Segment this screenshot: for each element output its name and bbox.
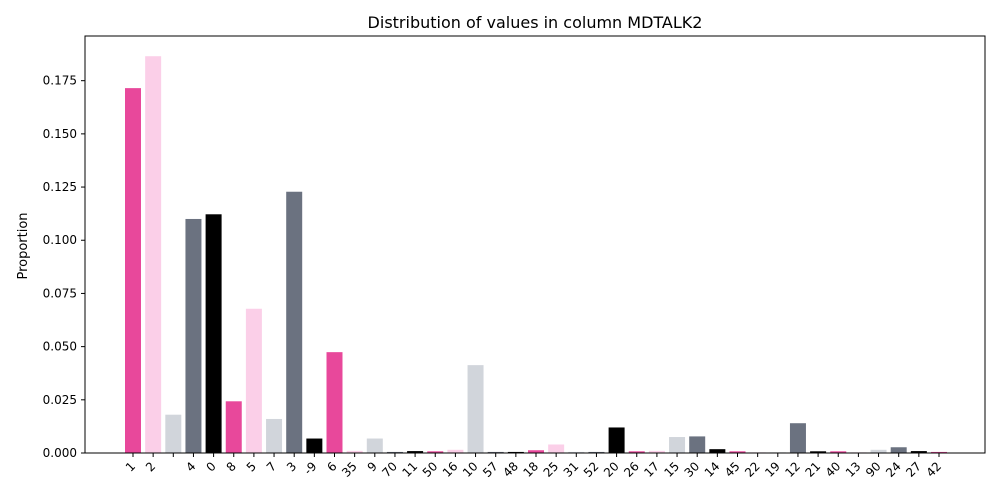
bar [185,218,202,453]
bar [910,451,927,453]
x-tick-label: 26 [621,459,642,480]
bar [266,418,283,453]
x-tick-label: 24 [883,459,904,480]
x-tick-label: 45 [722,459,743,480]
x-ticks-group: 1 2 4 0 8 5 7 3 -9 6 35 9 70 11 50 16 10 57 48 18 25 31 52 20 26… [123,453,944,480]
x-tick-label: 4 [183,459,198,474]
y-tick-label: 0.050 [43,340,77,354]
bar [366,438,383,453]
bar [225,401,242,453]
x-tick-label: 5 [244,459,259,474]
x-tick-label: 90 [863,459,884,480]
bar [145,56,162,454]
bar [165,414,182,453]
x-tick-label: 48 [500,459,521,480]
x-tick-label: 11 [400,459,421,480]
bar [548,444,565,453]
bar [931,451,947,453]
x-tick-label: 25 [541,459,562,480]
chart-title: Distribution of values in column MDTALK2 [368,13,703,32]
x-tick-label: 10 [460,459,481,480]
y-ticks-group: 0.000 0.025 0.050 0.075 0.100 0.125 0.150 0.175 [43,74,85,460]
x-tick-label: 21 [803,459,824,480]
x-tick-label: 30 [682,459,703,480]
bar [245,308,262,453]
bar [487,451,504,453]
x-tick-label: 16 [440,459,461,480]
x-tick-label: -9 [301,459,319,477]
bar [810,451,827,453]
bar [789,423,806,453]
bar [507,451,524,453]
x-tick-label: 18 [520,459,541,480]
bar [528,450,544,453]
bar [628,451,645,453]
bar [447,449,464,453]
x-tick-label: 70 [379,459,400,480]
y-tick-label: 0.125 [43,180,77,194]
x-tick-label: 1 [123,459,138,474]
x-tick-label: 12 [782,459,803,480]
bar [467,365,484,453]
y-tick-label: 0.100 [43,233,77,247]
bar [870,449,887,453]
bar [125,88,141,453]
x-tick-label: 17 [641,459,662,480]
x-tick-label: 31 [561,459,582,480]
y-tick-label: 0.075 [43,286,77,300]
bar [386,451,403,453]
x-tick-label: 42 [923,459,944,480]
y-tick-label: 0.150 [43,127,77,141]
bar [608,427,625,453]
x-tick-label: 22 [742,459,763,480]
bar [830,451,847,453]
bar [890,447,907,453]
x-tick-label: 19 [762,459,783,480]
bar [286,191,303,453]
bar [729,451,746,453]
x-tick-label: 6 [324,459,339,474]
x-tick-label: 9 [365,459,380,474]
x-tick-label: 7 [264,459,279,474]
x-tick-label: 40 [823,459,844,480]
x-tick-label: 14 [702,459,723,480]
y-axis-label: Proportion [16,212,31,279]
x-tick-label: 8 [224,459,239,474]
x-tick-label: 20 [601,459,622,480]
x-tick-label: 0 [203,459,218,474]
plot-frame [84,35,986,454]
x-tick-label: 2 [143,459,158,474]
y-tick-label: 0.025 [43,393,77,407]
y-tick-label: 0.000 [43,446,77,460]
bar [648,450,665,453]
x-tick-label: 50 [420,459,441,480]
bar [407,451,424,453]
bar [427,451,444,453]
bar [689,436,706,453]
bar [326,352,343,453]
bar [205,214,222,453]
bars-group [125,56,947,454]
bar [669,437,686,453]
x-tick-label: 52 [581,459,602,480]
x-tick-label: 3 [284,459,299,474]
bar [709,449,726,453]
bar [568,451,585,453]
x-tick-label: 35 [339,459,360,480]
bar [588,451,605,453]
x-tick-label: 13 [843,459,864,480]
bar [306,438,323,453]
x-tick-label: 27 [903,459,924,480]
bar [346,450,363,453]
y-tick-label: 0.175 [43,74,77,88]
x-tick-label: 15 [661,459,682,480]
x-tick-label: 57 [480,459,501,480]
